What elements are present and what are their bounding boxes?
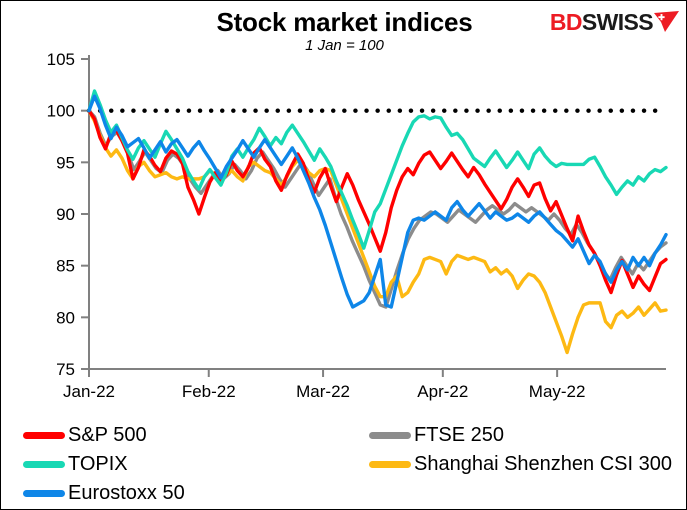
svg-text:80: 80 <box>56 308 75 327</box>
svg-text:Apr-22: Apr-22 <box>417 382 468 401</box>
legend-item[interactable]: S&P 500 <box>23 421 185 450</box>
legend-swatch <box>23 461 65 468</box>
svg-text:Mar-22: Mar-22 <box>296 382 350 401</box>
swiss-arrow-mark-icon <box>654 11 679 32</box>
svg-text:Feb-22: Feb-22 <box>182 382 236 401</box>
chart-legend: S&P 500 TOPIX Eurostoxx 50 FTSE 250 Shangha… <box>1 421 686 509</box>
legend-item[interactable]: Shanghai Shenzhen CSI 300 <box>369 450 672 479</box>
legend-item-label: S&P 500 <box>68 424 147 446</box>
x-axis-ticks: Jan-22 Feb-22 Mar-22 Apr-22 May-22 <box>63 369 585 401</box>
svg-text:105: 105 <box>47 50 75 69</box>
line-chart-svg: 105 100 95 90 85 80 75 Jan-22 Feb-22 Mar-22 Apr-2… <box>47 50 669 401</box>
series-line-eurostoxx-50 <box>87 94 668 309</box>
legend-item[interactable]: Eurostoxx 50 <box>23 479 185 508</box>
series-line-topix <box>87 89 668 250</box>
legend-swatch <box>23 490 65 497</box>
legend-swatch <box>23 432 65 439</box>
legend-column-right: FTSE 250 Shanghai Shenzhen CSI 300 <box>369 421 672 479</box>
y-axis-ticks: 105 100 95 90 85 80 75 <box>47 50 89 379</box>
chart-subtitle: 1 Jan = 100 <box>305 37 384 54</box>
series-line-s-p-500 <box>87 108 668 295</box>
svg-text:100: 100 <box>47 102 75 121</box>
legend-item-label: Eurostoxx 50 <box>68 482 185 504</box>
legend-item[interactable]: TOPIX <box>23 450 185 479</box>
legend-swatch <box>369 432 411 439</box>
svg-text:Jan-22: Jan-22 <box>63 382 115 401</box>
svg-text:90: 90 <box>56 205 75 224</box>
legend-item[interactable]: FTSE 250 <box>369 421 672 450</box>
legend-swatch <box>369 461 411 468</box>
legend-item-label: FTSE 250 <box>414 424 505 446</box>
svg-text:85: 85 <box>56 257 75 276</box>
svg-text:May-22: May-22 <box>529 382 586 401</box>
series-lines <box>87 89 668 355</box>
bdswiss-logo: BD SWISS <box>550 9 680 35</box>
plot-area: 105 100 95 90 85 80 75 Jan-22 Feb-22 Mar-22 Apr-2… <box>1 47 686 407</box>
page-title: Stock market indices <box>216 7 473 37</box>
logo-text-bd: BD <box>549 8 583 35</box>
logo-text-swiss: SWISS <box>581 8 654 35</box>
legend-item-label: TOPIX <box>68 453 128 475</box>
svg-text:75: 75 <box>56 360 75 379</box>
chart-header: Stock market indices 1 Jan = 100 BD SWISS <box>1 1 686 54</box>
svg-text:95: 95 <box>56 153 75 172</box>
legend-column-left: S&P 500 TOPIX Eurostoxx 50 <box>23 421 185 508</box>
legend-item-label: Shanghai Shenzhen CSI 300 <box>414 453 672 475</box>
